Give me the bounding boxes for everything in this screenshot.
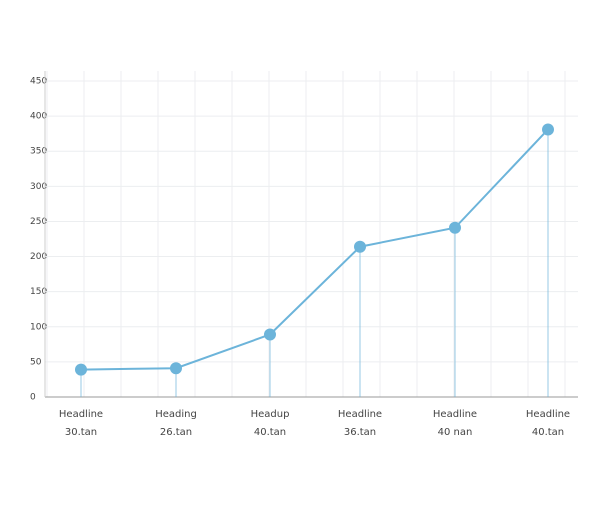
x-tick-label: Headline <box>526 409 570 420</box>
x-tick-label: 40.tan <box>254 427 286 438</box>
y-tick-label: 100 <box>30 322 47 332</box>
y-tick-label: 0 <box>30 393 36 403</box>
x-tick-label: 36.tan <box>344 427 376 438</box>
y-tick-label: 450 <box>30 77 47 87</box>
x-tick-label: 40.tan <box>532 427 564 438</box>
x-tick-label: Heading <box>155 409 197 420</box>
x-tick-label: 40 nan <box>438 427 473 438</box>
data-point <box>170 362 182 375</box>
data-point <box>449 221 461 234</box>
x-tick-label: Headup <box>251 409 290 420</box>
y-tick-label: 200 <box>30 252 47 262</box>
x-tick-label: 30.tan <box>65 427 97 438</box>
y-tick-label: 50 <box>30 357 42 367</box>
series-line <box>80 128 549 371</box>
y-tick-label: 400 <box>30 112 47 122</box>
x-tick-label: Headline <box>338 409 382 420</box>
data-point <box>542 123 554 136</box>
y-tick-label: 350 <box>30 147 47 157</box>
data-point <box>75 363 87 376</box>
x-tick-label: Headline <box>433 409 477 420</box>
y-tick-label: 150 <box>30 287 47 297</box>
y-tick-label: 250 <box>30 217 47 227</box>
data-point <box>354 240 366 253</box>
data-point <box>264 328 276 341</box>
y-tick-label: 300 <box>30 182 47 192</box>
x-tick-label: Headline <box>59 409 103 420</box>
x-tick-label: 26.tan <box>160 427 192 438</box>
